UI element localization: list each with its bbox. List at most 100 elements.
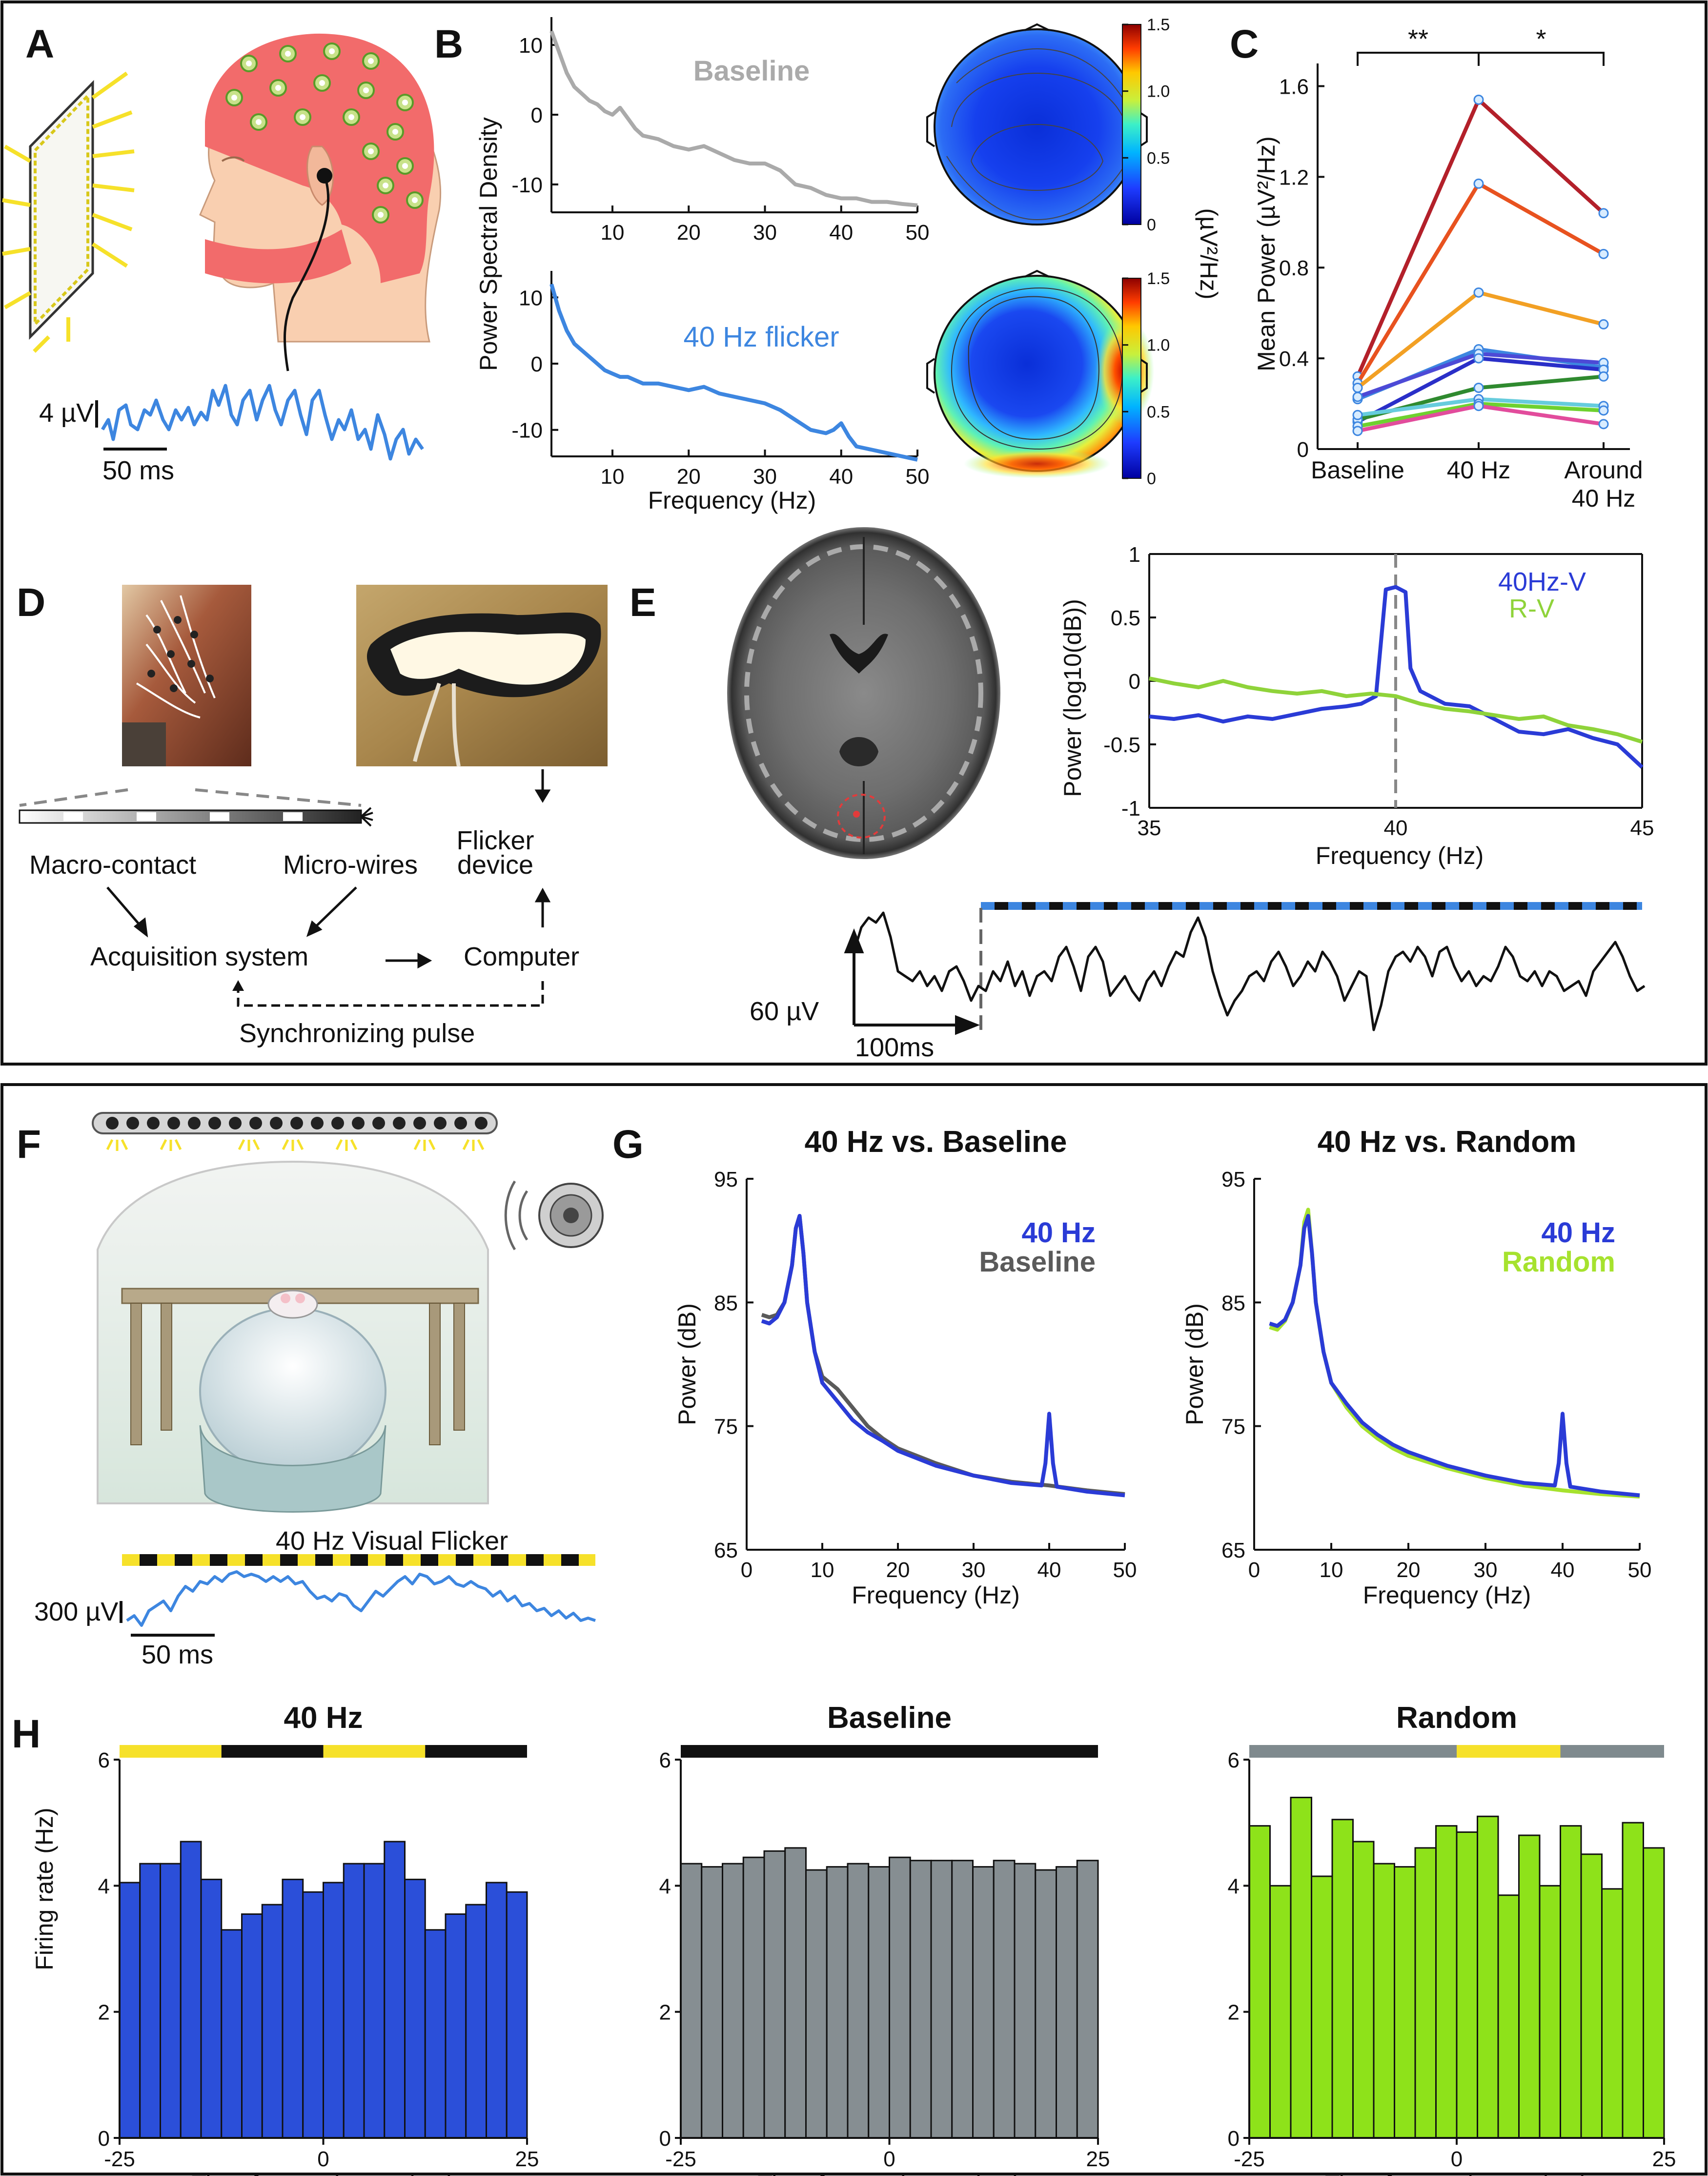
stim-segment [1457, 1745, 1561, 1758]
colorbar-tick-label: 1.0 [1147, 82, 1170, 101]
legend-entry: Random [1502, 1246, 1615, 1278]
f-lfp-trace [126, 1570, 596, 1627]
y-tick-label: 10 [519, 286, 543, 310]
subject-point [1473, 287, 1484, 298]
series-line-baseline [549, 30, 918, 207]
histogram-bar [1035, 1869, 1057, 2139]
y-tick-label: 85 [714, 1291, 738, 1315]
f-scale-time-label: 50 ms [142, 1640, 213, 1669]
panel-letter-e: E [630, 580, 656, 625]
flicker-device-label-line1: Flicker [457, 826, 534, 855]
series-line-40hz-v [1149, 585, 1644, 769]
y-tick-label: 2 [98, 2001, 110, 2025]
histogram-bar [972, 1866, 995, 2139]
y-tick-label: 6 [98, 1748, 110, 1772]
x-tick-label: 40 Hz [1447, 456, 1511, 484]
panel-f: 40 Hz Visual Flicker 300 µV 50 ms [34, 1112, 604, 1669]
histogram-bar [1477, 1815, 1499, 2139]
histogram-bar [1331, 1819, 1354, 2139]
chart-title: 40 Hz [284, 1701, 363, 1735]
x-tick-label: 25 [1652, 2147, 1676, 2171]
topomap-baseline [926, 23, 1148, 226]
e-scale-bar [844, 928, 980, 1035]
y-tick-label: 85 [1221, 1291, 1245, 1315]
x-tick-label: 30 [962, 1558, 986, 1582]
panel-letter-c: C [1230, 22, 1259, 66]
psd-xlabel: Frequency (Hz) [648, 487, 816, 514]
head-with-eeg-cap-icon [199, 33, 442, 371]
subject-point [1352, 426, 1363, 436]
x-tick-label: 0 [741, 1558, 752, 1582]
y-tick-label: 0 [1228, 2127, 1240, 2151]
top-section-frame [0, 0, 1708, 1066]
scale-amp-label-a: 4 µV [39, 398, 94, 428]
y-tick-label: 0.5 [1111, 606, 1140, 630]
y-tick-label: 0 [1129, 670, 1140, 694]
x-tick-label: 10 [601, 465, 625, 489]
subject-line [1356, 96, 1605, 377]
subject-point [1598, 419, 1609, 430]
histogram-bar [1248, 1825, 1271, 2139]
stim-segment [681, 1745, 1098, 1758]
x-axis-label: Time from pulse on (ms) [1325, 2171, 1588, 2176]
subject-point [1352, 391, 1363, 402]
histogram-bar [722, 1863, 744, 2139]
acquisition-system-label: Acquisition system [90, 942, 308, 971]
speaker-icon [504, 1180, 604, 1251]
x-tick-label: 50 [1113, 1558, 1137, 1582]
bottom-section-frame [0, 1083, 1708, 2176]
x-tick-label: 25 [515, 2147, 539, 2171]
colorbar-tick-label: 1.5 [1147, 16, 1170, 34]
subject-point [1473, 353, 1484, 364]
y-tick-label: 4 [98, 1874, 110, 1898]
histogram-bar [180, 1841, 202, 2139]
stim-segment [221, 1745, 324, 1758]
histogram-bar [1622, 1822, 1644, 2139]
x-tick-label: 35 [1138, 816, 1161, 840]
colorbars: 0 0.5 1.0 1.5 0 0.5 1.0 1.5 [1122, 16, 1170, 488]
y-tick-label: 1.6 [1279, 75, 1309, 99]
g-baseline-chart: 0 10 20 30 40 50 65 75 85 95 40 Hz vs. Baseline Fre… [673, 1125, 1137, 1609]
chart-title: Baseline [827, 1701, 952, 1735]
x-tick-label: 0 [1451, 2147, 1463, 2171]
x-tick-label: 0 [883, 2147, 895, 2171]
histogram-bar [784, 1847, 807, 2139]
histogram-bar [1560, 1825, 1582, 2139]
histogram-bar [282, 1878, 304, 2139]
y-tick-label: 0 [1297, 438, 1309, 462]
stim-segment [1560, 1745, 1664, 1758]
histogram-bar [1269, 1885, 1292, 2139]
y-tick-label: 65 [714, 1539, 738, 1562]
x-tick-label: 20 [677, 465, 701, 489]
y-tick-label: 6 [659, 1748, 671, 1772]
histogram-bar [139, 1863, 161, 2139]
y-axis-label: Power (dB) [1181, 1303, 1208, 1425]
psd-ylabel: Power Spectral Density [475, 117, 502, 371]
y-tick-label: -10 [511, 419, 543, 443]
psd-40hz-chart: 10 20 30 40 50 -10 0 10 40 Hz flicker [511, 271, 929, 489]
histogram-bar [424, 1929, 447, 2139]
histogram-bar [363, 1863, 386, 2139]
sig-label-right: * [1536, 24, 1546, 54]
histogram-bar [1290, 1797, 1312, 2139]
series-line-40-hz-flicker [549, 283, 918, 462]
y-tick-label: 4 [659, 1874, 671, 1898]
histogram-bar [1394, 1866, 1416, 2139]
histogram-bar [930, 1860, 953, 2139]
topomap-40hz [926, 269, 1154, 478]
macro-electrode-bar [19, 788, 373, 827]
histogram-bar [1456, 1831, 1478, 2139]
chart-title: 40 Hz vs. Baseline [805, 1125, 1067, 1159]
e-xlabel: Frequency (Hz) [1316, 842, 1484, 869]
y-tick-label: -0.5 [1103, 733, 1140, 757]
panel-a: 4 µV 50 ms [2, 33, 442, 485]
colorbar-baseline [1122, 24, 1141, 225]
y-tick-label: -1 [1121, 797, 1140, 821]
panel-letter-g: G [612, 1122, 644, 1167]
y-tick-label: 2 [659, 2001, 671, 2025]
subject-point [1598, 405, 1609, 416]
series-line-40-hz [1269, 1214, 1640, 1498]
